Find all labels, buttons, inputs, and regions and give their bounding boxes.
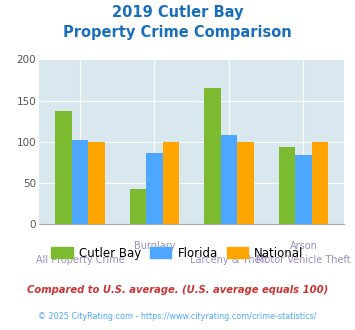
- Bar: [55, 111, 72, 224]
- Bar: [88, 142, 105, 224]
- Bar: [204, 88, 221, 224]
- Bar: [72, 140, 88, 224]
- Text: All Property Crime: All Property Crime: [36, 255, 124, 265]
- Text: Arson: Arson: [289, 241, 317, 251]
- Text: Property Crime Comparison: Property Crime Comparison: [63, 25, 292, 40]
- Bar: [146, 152, 163, 224]
- Text: Compared to U.S. average. (U.S. average equals 100): Compared to U.S. average. (U.S. average …: [27, 285, 328, 295]
- Bar: [295, 155, 312, 224]
- Bar: [221, 135, 237, 224]
- Text: Motor Vehicle Theft: Motor Vehicle Theft: [256, 255, 351, 265]
- Bar: [237, 142, 253, 224]
- Text: 2019 Cutler Bay: 2019 Cutler Bay: [112, 5, 243, 20]
- Bar: [163, 142, 179, 224]
- Legend: Cutler Bay, Florida, National: Cutler Bay, Florida, National: [47, 242, 308, 264]
- Bar: [312, 142, 328, 224]
- Bar: [130, 189, 146, 224]
- Bar: [279, 147, 295, 224]
- Text: © 2025 CityRating.com - https://www.cityrating.com/crime-statistics/: © 2025 CityRating.com - https://www.city…: [38, 312, 317, 321]
- Text: Larceny & Theft: Larceny & Theft: [190, 255, 268, 265]
- Text: Burglary: Burglary: [134, 241, 175, 251]
